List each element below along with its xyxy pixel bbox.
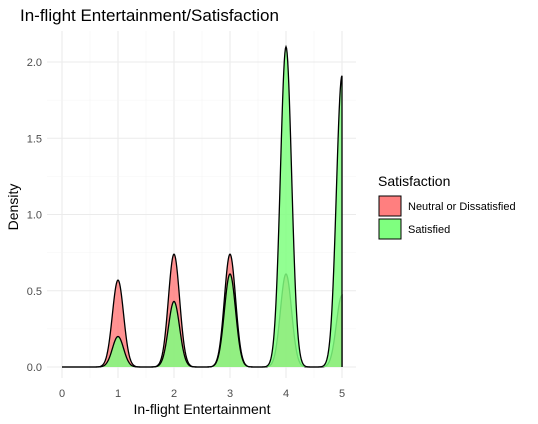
y-tick-label: 0.5 [27,286,42,298]
x-tick-label: 2 [171,388,177,400]
legend-swatch-satisfied [378,218,402,240]
density-area-satisfied [62,46,342,367]
legend-label-satisfied: Satisfied [408,224,450,236]
grid [47,31,356,378]
y-tick-label: 1.0 [27,210,42,222]
y-tick-labels: 0.0 0.5 1.0 1.5 2.0 [27,57,42,374]
x-tick-label: 5 [339,388,345,400]
legend: Satisfaction Neutral or Dissatisfied Sat… [378,173,516,240]
x-axis-title: In-flight Entertainment [134,401,271,417]
chart-title: In-flight Entertainment/Satisfaction [20,6,279,25]
y-tick-label: 1.5 [27,133,42,145]
y-tick-label: 0.0 [27,362,42,374]
density-line-satisfied [62,44,343,368]
x-tick-label: 1 [115,388,121,400]
x-tick-label: 3 [227,388,233,400]
y-tick-label: 2.0 [27,57,42,69]
x-tick-label: 0 [59,388,65,400]
x-tick-labels: 0 1 2 3 4 5 [59,388,345,400]
x-tick-label: 4 [283,388,289,400]
legend-label-neutral: Neutral or Dissatisfied [408,201,516,213]
legend-swatch-neutral [378,195,402,217]
legend-title: Satisfaction [378,173,450,189]
y-axis-title: Density [5,184,21,231]
density-areas [62,44,343,368]
